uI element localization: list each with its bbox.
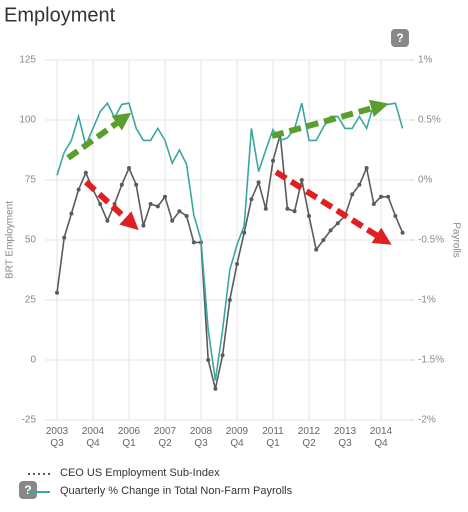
arrow (271, 99, 389, 139)
point (386, 194, 391, 199)
arrow (66, 112, 132, 161)
point (314, 247, 319, 252)
help-icon[interactable]: ? (19, 481, 37, 499)
x-tick-label: 2009 Q4 (225, 426, 249, 449)
point (364, 166, 369, 170)
point (292, 209, 297, 214)
point (321, 238, 326, 242)
y2-tick-label: -2% (418, 415, 436, 426)
point (213, 386, 218, 391)
point (134, 182, 139, 187)
legend-entry[interactable]: CEO US Employment Sub-Index (60, 467, 220, 479)
y-tick-label: 25 (25, 295, 37, 306)
point (328, 228, 333, 233)
point (170, 218, 175, 223)
point (350, 192, 355, 197)
point (271, 158, 275, 163)
point (69, 211, 74, 216)
annotations (66, 99, 392, 245)
point (141, 223, 146, 228)
arrow (274, 169, 392, 245)
grid: -25 0 25 50 75 100 125 -2% -1.5% -1% -0.5% 0% 0.5% 1% (19, 55, 444, 426)
y2-tick-label: -1.5% (418, 355, 444, 366)
x-tick-label: 2012 Q2 (297, 426, 321, 449)
point (235, 262, 239, 266)
point (299, 178, 304, 182)
point (220, 353, 225, 358)
y-tick-label: 75 (25, 175, 37, 186)
point (148, 202, 153, 206)
point (249, 197, 254, 202)
y-axis-label: BRT Employment (5, 201, 16, 279)
point (62, 235, 67, 240)
point (55, 290, 59, 295)
point (177, 209, 182, 214)
y2-tick-label: 1% (418, 55, 433, 66)
x-tick-label: 2008 Q3 (189, 426, 213, 449)
x-tick-label: 2011 Q1 (262, 426, 284, 449)
point (119, 182, 124, 187)
point (335, 221, 340, 226)
point (105, 218, 110, 223)
y2-tick-label: -0.5% (418, 235, 444, 246)
point (357, 182, 362, 187)
point (307, 214, 311, 218)
y-tick-label: 50 (25, 235, 37, 246)
point (191, 240, 196, 245)
point (393, 214, 398, 218)
x-tick-label: 2006 Q1 (117, 426, 141, 449)
point (285, 206, 290, 211)
point (83, 170, 88, 175)
y-tick-label: 125 (19, 55, 36, 66)
x-tick-label: 2007 Q2 (153, 426, 177, 449)
point (76, 187, 81, 192)
x-tick-label: 2003 Q3 (45, 426, 69, 449)
y-tick-label: 0 (30, 355, 36, 366)
x-tick-label: 2014 Q4 (369, 426, 393, 449)
point (206, 358, 211, 362)
point (227, 298, 232, 302)
chart-title: Employment (4, 4, 116, 26)
x-tick-label: 2004 Q4 (81, 426, 105, 449)
point (184, 214, 189, 218)
point (155, 204, 160, 209)
point (379, 194, 383, 199)
y-tick-label: 100 (19, 115, 36, 126)
legend-entry[interactable]: Quarterly % Change in Total Non-Farm Pay… (60, 485, 293, 497)
point (127, 166, 131, 170)
svg-text:?: ? (24, 483, 31, 497)
x-tick-label: 2013 Q3 (333, 426, 357, 449)
y-tick-label: -25 (22, 415, 37, 426)
point (263, 206, 268, 211)
point (371, 202, 376, 206)
y2-axis-label: Payrolls (450, 222, 461, 258)
svg-text:?: ? (396, 31, 403, 45)
y2-tick-label: 0.5% (418, 115, 441, 126)
arrow (83, 179, 139, 231)
help-icon[interactable]: ? (391, 29, 409, 47)
point (98, 202, 103, 206)
point (256, 180, 261, 185)
series-line (56, 134, 404, 389)
point (400, 230, 405, 235)
series-line (56, 101, 404, 381)
plot (55, 101, 405, 391)
point (163, 194, 167, 199)
point (242, 230, 247, 235)
y2-tick-label: 0% (418, 175, 433, 186)
y2-tick-label: -1% (418, 295, 436, 306)
